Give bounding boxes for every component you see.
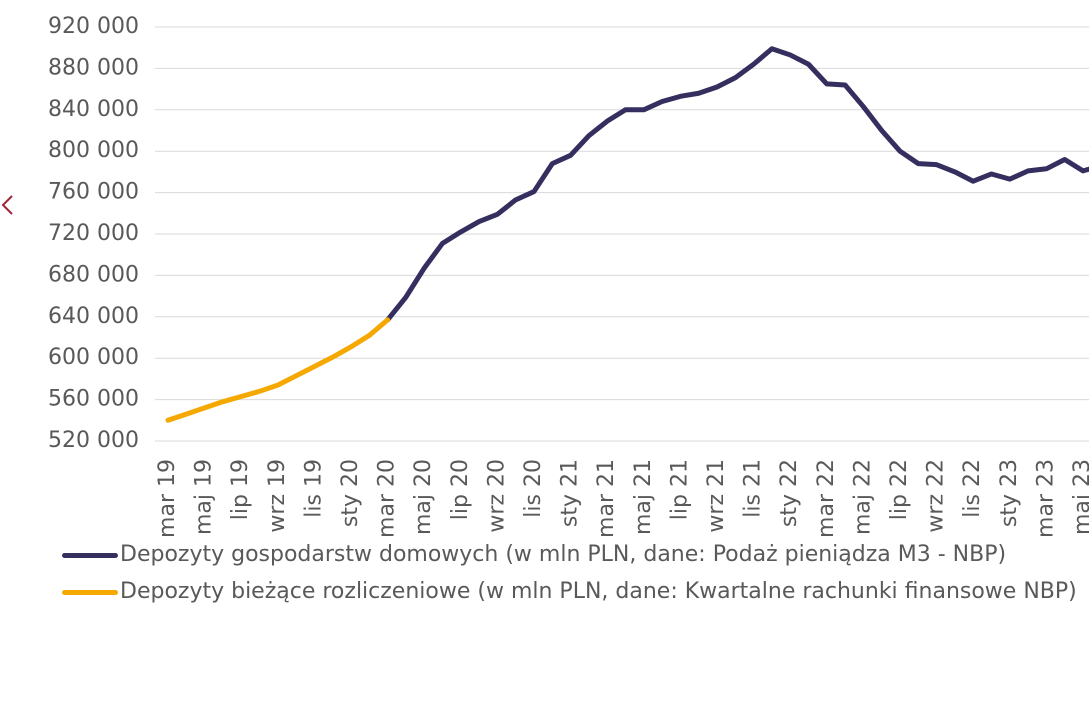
y-tick-label: 760 000 — [48, 180, 139, 205]
legend-entry: Depozyty gospodarstw domowych (w mln PLN… — [62, 536, 1089, 573]
x-tick-label: maj 21 — [631, 459, 656, 535]
y-tick-label: 640 000 — [48, 304, 139, 329]
x-tick-label: mar 19 — [155, 459, 180, 538]
x-tick-label: lis 20 — [521, 459, 546, 518]
series-line — [385, 46, 1089, 323]
x-tick-label: lis 19 — [301, 459, 326, 518]
x-tick-label: lip 19 — [228, 459, 253, 520]
series-line — [165, 317, 391, 423]
legend-swatch — [62, 589, 118, 595]
x-tick-label: wrz 21 — [704, 459, 729, 533]
x-tick-label: mar 22 — [814, 459, 839, 538]
legend-swatch — [62, 552, 118, 558]
x-tick-label: maj 22 — [850, 459, 875, 535]
x-tick-label: maj 19 — [192, 459, 217, 535]
y-tick-label: 600 000 — [48, 345, 139, 370]
x-tick-label: lip 20 — [448, 459, 473, 520]
x-tick-label: lip 22 — [887, 459, 912, 520]
y-tick-label: 520 000 — [48, 428, 139, 453]
y-tick-label: 720 000 — [48, 221, 139, 246]
x-tick-label: mar 21 — [594, 459, 619, 538]
y-tick-label: 880 000 — [48, 55, 139, 80]
legend-label: Depozyty gospodarstw domowych (w mln PLN… — [120, 542, 1007, 567]
x-tick-label: wrz 19 — [265, 459, 290, 533]
y-tick-label: 800 000 — [48, 138, 139, 163]
x-tick-label: mar 23 — [1033, 459, 1058, 538]
y-tick-label: 680 000 — [48, 262, 139, 287]
legend-entry: Depozyty bieżące rozliczeniowe (w mln PL… — [62, 573, 1089, 610]
x-tick-label: mar 20 — [375, 459, 400, 538]
x-tick-label: lis 21 — [741, 459, 766, 518]
x-tick-label: sty 20 — [338, 459, 363, 527]
legend: Depozyty gospodarstw domowych (w mln PLN… — [62, 536, 1089, 610]
x-tick-label: maj 20 — [411, 459, 436, 535]
legend-label: Depozyty bieżące rozliczeniowe (w mln PL… — [120, 579, 1077, 604]
x-tick-label: wrz 22 — [924, 459, 949, 533]
marker-shape — [1, 195, 13, 215]
x-tick-label: maj 23 — [1070, 459, 1089, 535]
x-tick-label: sty 21 — [558, 459, 583, 527]
y-tick-label: 560 000 — [48, 387, 139, 412]
y-tick-label: 920 000 — [48, 14, 139, 39]
x-tick-label: lis 22 — [960, 459, 985, 518]
y-tick-label: 840 000 — [48, 97, 139, 122]
x-tick-label: wrz 20 — [484, 459, 509, 533]
x-tick-label: sty 23 — [997, 459, 1022, 527]
x-tick-label: lip 21 — [667, 459, 692, 520]
x-tick-label: sty 22 — [777, 459, 802, 527]
